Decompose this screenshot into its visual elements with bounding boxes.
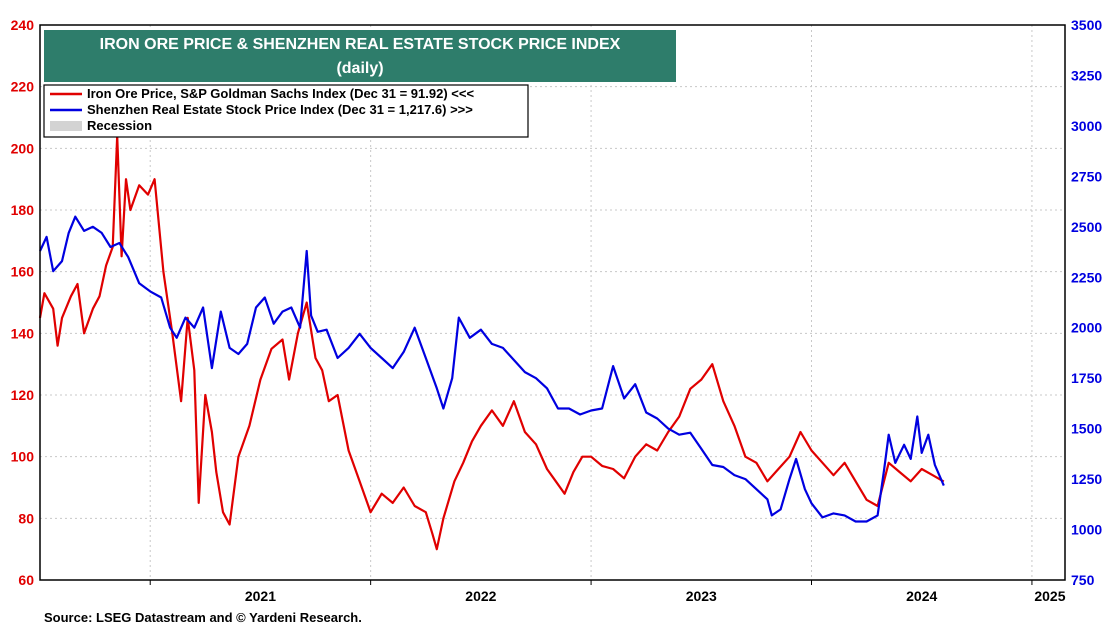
x-tick-label: 2022 (465, 588, 496, 604)
source-note: Source: LSEG Datastream and © Yardeni Re… (44, 610, 362, 625)
left-tick-label: 120 (11, 387, 35, 403)
right-tick-label: 3000 (1071, 118, 1102, 134)
left-tick-label: 220 (11, 79, 35, 95)
legend-swatch-recession (50, 121, 82, 131)
right-tick-label: 1250 (1071, 471, 1102, 487)
left-tick-label: 140 (11, 325, 35, 341)
shenzhen-series-line (39, 215, 945, 523)
plot-frame (39, 24, 1066, 581)
legend-label-recession: Recession (87, 118, 152, 133)
left-tick-label: 160 (11, 264, 35, 280)
x-tick-label: 2023 (686, 588, 717, 604)
right-tick-label: 1500 (1071, 421, 1102, 437)
legend-box (43, 84, 529, 138)
legend: Iron Ore Price, S&P Goldman Sachs Index … (43, 84, 529, 138)
left-axis: 60 80 100 120 140 160 180 200 220 240 (11, 17, 35, 588)
right-tick-label: 2250 (1071, 269, 1102, 285)
right-tick-label: 1000 (1071, 522, 1102, 538)
legend-label-shenzhen: Shenzhen Real Estate Stock Price Index (… (87, 102, 473, 117)
left-tick-label: 180 (11, 202, 35, 218)
chart-title: IRON ORE PRICE & SHENZHEN REAL ESTATE ST… (100, 36, 621, 53)
legend-label-iron-ore: Iron Ore Price, S&P Goldman Sachs Index … (87, 86, 474, 101)
title-box: IRON ORE PRICE & SHENZHEN REAL ESTATE ST… (44, 30, 676, 82)
right-axis: 750 1000 1250 1500 1750 2000 2250 2500 2750 3000 3… (1071, 17, 1102, 588)
x-tick-label: 2021 (245, 588, 276, 604)
x-tick-label: 2024 (906, 588, 937, 604)
left-tick-label: 240 (11, 17, 35, 33)
series-layer (38, 134, 945, 551)
right-tick-label: 1750 (1071, 370, 1102, 386)
left-tick-label: 60 (18, 572, 34, 588)
iron-ore-series-line (38, 134, 945, 551)
x-tick-label: 2025 (1034, 588, 1065, 604)
left-tick-label: 200 (11, 140, 35, 156)
left-tick-label: 100 (11, 449, 35, 465)
right-tick-label: 2750 (1071, 168, 1102, 184)
right-tick-label: 2500 (1071, 219, 1102, 235)
right-tick-label: 2000 (1071, 320, 1102, 336)
right-tick-label: 750 (1071, 572, 1095, 588)
right-tick-label: 3500 (1071, 17, 1102, 33)
right-tick-label: 3250 (1071, 67, 1102, 83)
x-axis: 2021 2022 2023 2024 2025 (149, 580, 1066, 604)
chart-subtitle: (daily) (336, 60, 383, 77)
left-tick-label: 80 (18, 510, 34, 526)
